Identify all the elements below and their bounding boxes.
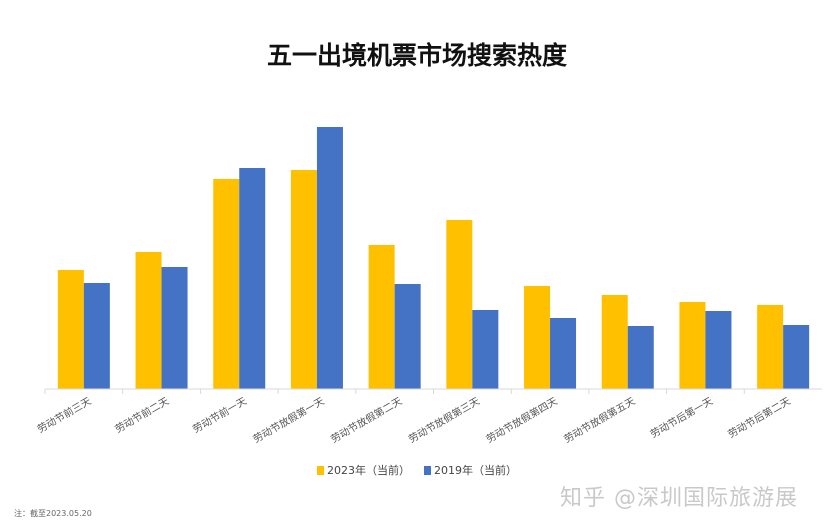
x-tick-label: 劳动节放假第五天 [561,394,637,445]
bar-2019-0 [83,283,110,389]
bar-2023-1 [135,252,162,389]
legend-label: 2019年（当前） [434,464,517,477]
legend-item-2019: 2019年（当前） [424,462,517,478]
bar-2023-5 [446,220,473,389]
bar-2023-8 [679,302,706,389]
bar-2023-6 [524,286,551,389]
x-tick-label: 劳动节后第二天 [726,394,793,440]
x-tick-label: 劳动节前三天 [35,394,93,435]
x-tick-label: 劳动节放假第二天 [328,394,404,445]
legend-label: 2023年（当前） [327,464,410,477]
legend: 2023年（当前） 2019年（当前） [0,462,834,478]
bar-2023-3 [290,170,317,389]
bar-2023-0 [57,270,84,389]
bar-2019-7 [627,326,654,389]
chart-title: 五一出境机票市场搜索热度 [266,41,567,70]
bar-2019-2 [239,168,266,389]
x-tick-label: 劳动节前二天 [113,394,171,435]
x-tick-label: 劳动节放假第一天 [251,394,327,445]
x-tick-label: 劳动节前一天 [190,394,248,435]
watermark: 知乎 @深圳国际旅游展 [560,486,798,511]
bar-2023-4 [368,245,395,389]
bar-2019-8 [705,311,732,389]
bar-2019-1 [161,267,188,389]
bar-2023-2 [213,179,240,389]
bar-2019-3 [316,127,343,389]
legend-item-2023: 2023年（当前） [317,462,410,478]
bar-2019-6 [550,318,577,389]
x-tick-label: 劳动节放假第四天 [484,394,560,445]
footnote: 注：截至2023.05.20 [14,509,92,518]
bar-2023-7 [601,295,628,389]
x-tick-label: 劳动节放假第三天 [406,394,482,445]
bar-2023-9 [757,305,784,389]
bar-2019-9 [783,325,810,389]
bar-2019-4 [394,284,421,389]
bar-2019-5 [472,310,499,389]
x-tick-label: 劳动节后第一天 [648,394,715,440]
